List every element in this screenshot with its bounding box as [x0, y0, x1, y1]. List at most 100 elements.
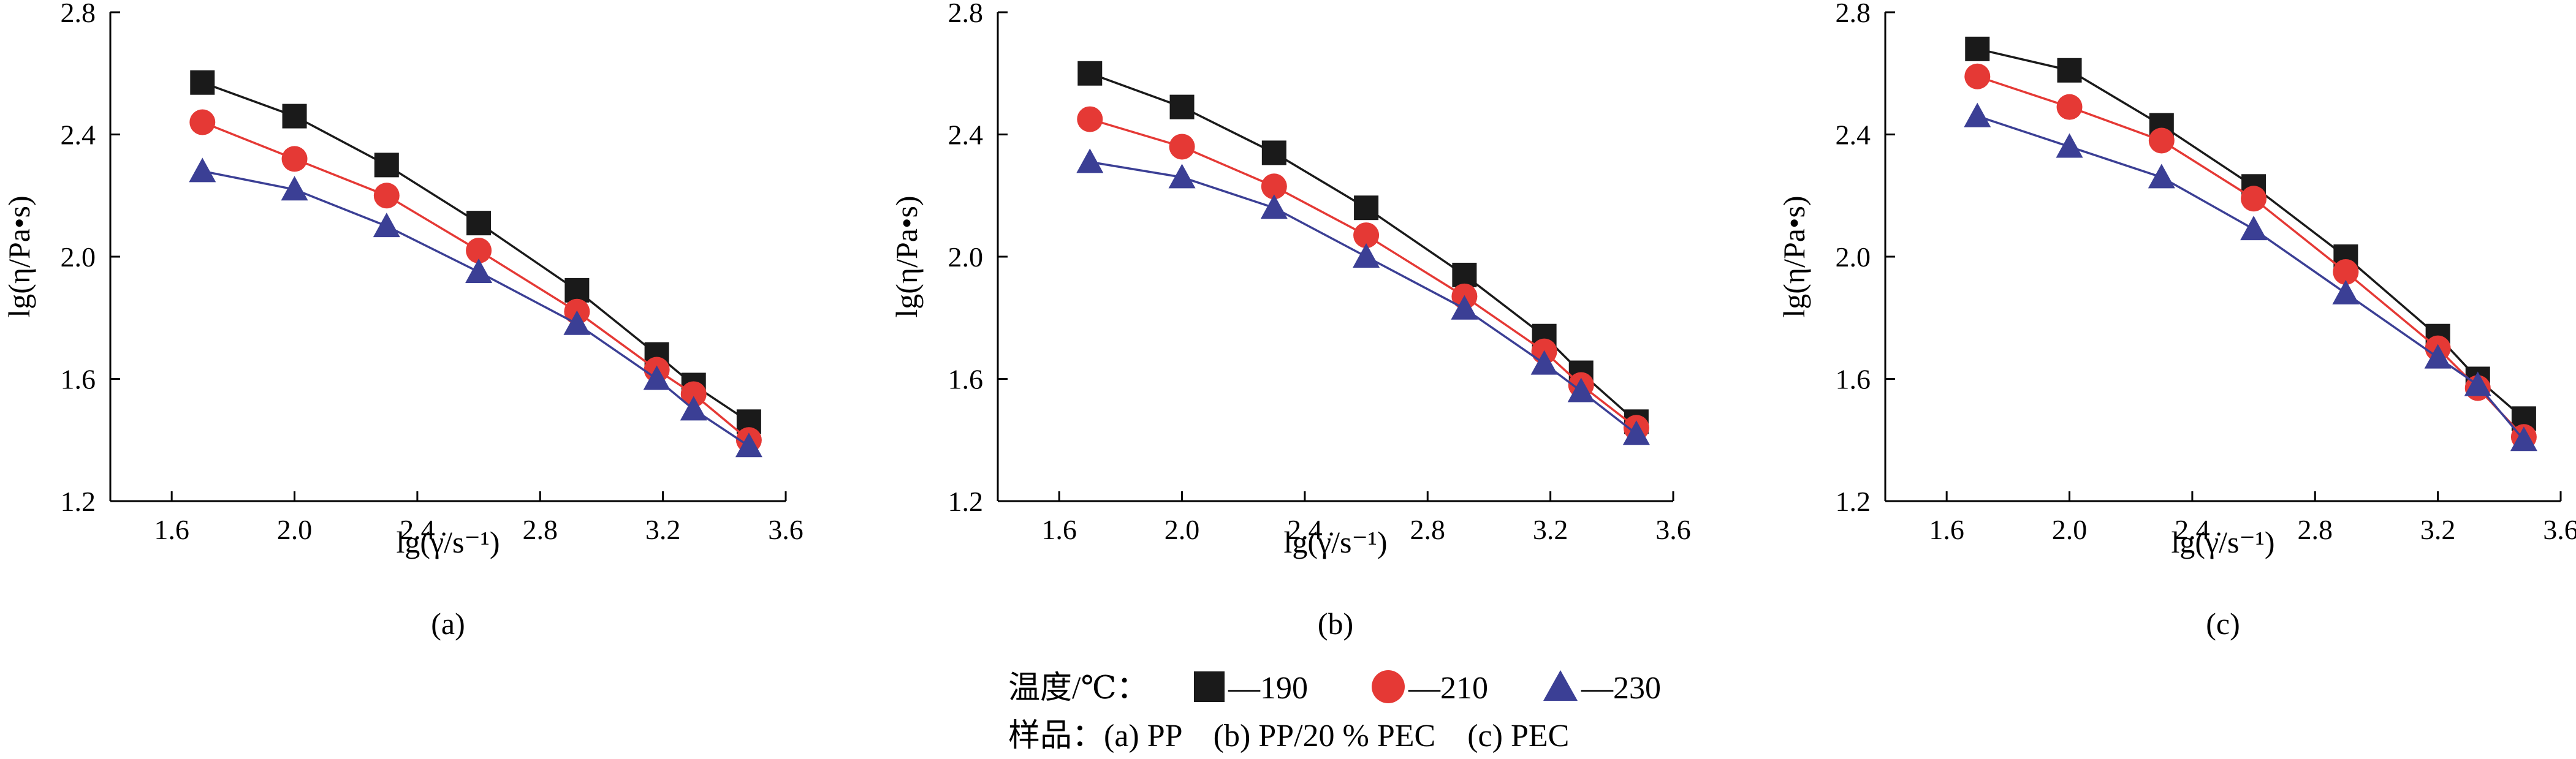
data-point-210: [1169, 134, 1195, 160]
data-point-230: [680, 396, 707, 421]
x-tick-label: 2.4: [2175, 514, 2210, 545]
data-point-230: [563, 310, 591, 335]
y-tick-label: 2.4: [948, 119, 984, 151]
x-axis-label: lg(γ̇/s⁻¹): [396, 525, 500, 559]
data-point-190: [2057, 58, 2082, 83]
data-point-230: [1567, 377, 1595, 402]
legend-marker-230: [1543, 670, 1578, 701]
data-point-230: [1260, 194, 1288, 219]
data-point-230: [2424, 344, 2452, 369]
data-point-210: [466, 238, 492, 264]
data-point-190: [1354, 195, 1379, 221]
series-line-210: [1089, 118, 1637, 429]
data-point-210: [2056, 94, 2083, 120]
panel-label: (b): [1318, 606, 1353, 641]
y-tick-label: 1.6: [1836, 364, 1871, 395]
y-tick-label: 2.8: [61, 0, 96, 28]
y-tick-label: 2.8: [948, 0, 984, 28]
y-axis-label: lg(η/Pa•s): [2, 195, 36, 317]
x-tick-label: 1.6: [1929, 514, 1964, 545]
x-tick-label: 1.6: [1041, 514, 1077, 545]
data-point-210: [2333, 259, 2359, 285]
data-point-230: [1622, 420, 1650, 445]
data-point-230: [2464, 371, 2491, 396]
data-point-230: [465, 258, 493, 283]
x-tick-label: 2.8: [523, 514, 558, 545]
data-point-230: [1353, 243, 1380, 268]
data-point-190: [564, 278, 590, 303]
data-point-230: [281, 176, 308, 201]
data-point-210: [2148, 127, 2175, 154]
legend-marker-210: [1372, 670, 1405, 703]
data-point-210: [1261, 173, 1287, 200]
data-point-230: [189, 157, 216, 183]
data-point-210: [373, 183, 400, 209]
data-point-230: [2148, 164, 2175, 189]
series-230: [189, 157, 762, 458]
x-axis-label: lg(γ̇/s⁻¹): [1283, 525, 1387, 559]
legend-entry-230: —230: [1581, 671, 1661, 706]
y-tick-label: 1.2: [1836, 486, 1871, 517]
legend-marker-190: [1194, 671, 1225, 702]
data-point-230: [643, 365, 671, 390]
x-tick-label: 3.6: [1655, 514, 1691, 545]
series-line-230: [1977, 115, 2525, 441]
data-point-210: [281, 146, 308, 172]
data-point-190: [1169, 94, 1195, 119]
data-point-190: [190, 70, 215, 95]
y-tick-label: 2.0: [1836, 241, 1871, 273]
panels: 1.2 1.6 2.0 2.4 2.8 1.6 2.0 2.4 2.8 3.2 3.6 lg(γ̇/s…: [2, 0, 2576, 641]
data-point-210: [1964, 63, 1991, 89]
y-tick-label: 2.8: [1836, 0, 1871, 28]
y-tick-label: 2.0: [61, 241, 96, 273]
chart-panel-1: 1.2 1.6 2.0 2.4 2.8 1.6 2.0 2.4 2.8 3.2 3.6 lg(γ̇/s…: [2, 0, 804, 641]
y-tick-label: 1.2: [948, 486, 984, 517]
data-point-230: [1168, 164, 1196, 189]
chart-panel-3: 1.2 1.6 2.0 2.4 2.8 1.6 2.0 2.4 2.8 3.2 3.6 lg(γ̇/s…: [1777, 0, 2576, 641]
y-tick-label: 2.0: [948, 241, 984, 273]
data-point-210: [2241, 186, 2267, 212]
data-point-190: [282, 104, 307, 129]
data-point-230: [373, 213, 400, 238]
x-tick-label: 2.0: [2052, 514, 2088, 545]
x-tick-label: 3.2: [645, 514, 681, 545]
data-point-190: [466, 211, 492, 236]
data-point-190: [1965, 36, 1990, 61]
series-230: [1964, 102, 2537, 451]
data-point-190: [1452, 262, 1477, 287]
data-point-230: [1451, 295, 1478, 320]
data-point-230: [1076, 148, 1104, 173]
x-tick-label: 2.8: [2298, 514, 2333, 545]
data-point-230: [735, 432, 762, 458]
y-axis-label: lg(η/Pa•s): [1777, 195, 1811, 317]
data-point-230: [2056, 133, 2083, 158]
data-point-230: [1530, 350, 1558, 375]
x-tick-label: 2.8: [1410, 514, 1446, 545]
data-point-190: [1261, 140, 1286, 165]
data-point-210: [1077, 106, 1103, 132]
panel-label: (a): [431, 606, 465, 641]
x-tick-label: 1.6: [154, 514, 189, 545]
y-tick-label: 1.6: [61, 364, 96, 395]
legend-entry-190: —190: [1228, 671, 1308, 706]
series-line-230: [1089, 160, 1637, 435]
x-tick-label: 3.6: [2543, 514, 2576, 545]
legend-sample-line: 样品：(a) PP (b) PP/20 % PEC (c) PEC: [1008, 719, 1569, 753]
legend-temperature-label: 温度/℃：: [1008, 671, 1149, 706]
y-tick-label: 1.6: [948, 364, 984, 395]
series-230: [1076, 148, 1650, 445]
y-tick-label: 2.4: [61, 119, 96, 151]
data-point-230: [2510, 426, 2537, 451]
data-point-190: [1077, 61, 1103, 86]
x-tick-label: 2.0: [277, 514, 313, 545]
y-axis-label: lg(η/Pa•s): [889, 195, 924, 317]
data-point-210: [1353, 222, 1380, 249]
x-tick-label: 3.6: [768, 514, 804, 545]
x-tick-label: 3.2: [2420, 514, 2456, 545]
data-point-230: [2332, 279, 2360, 304]
y-tick-label: 1.2: [61, 486, 96, 517]
x-axis-label: lg(γ̇/s⁻¹): [2171, 525, 2274, 559]
series-line-210: [1977, 75, 2525, 438]
legend-entry-210: —210: [1408, 671, 1488, 706]
x-tick-label: 2.4: [400, 514, 435, 545]
